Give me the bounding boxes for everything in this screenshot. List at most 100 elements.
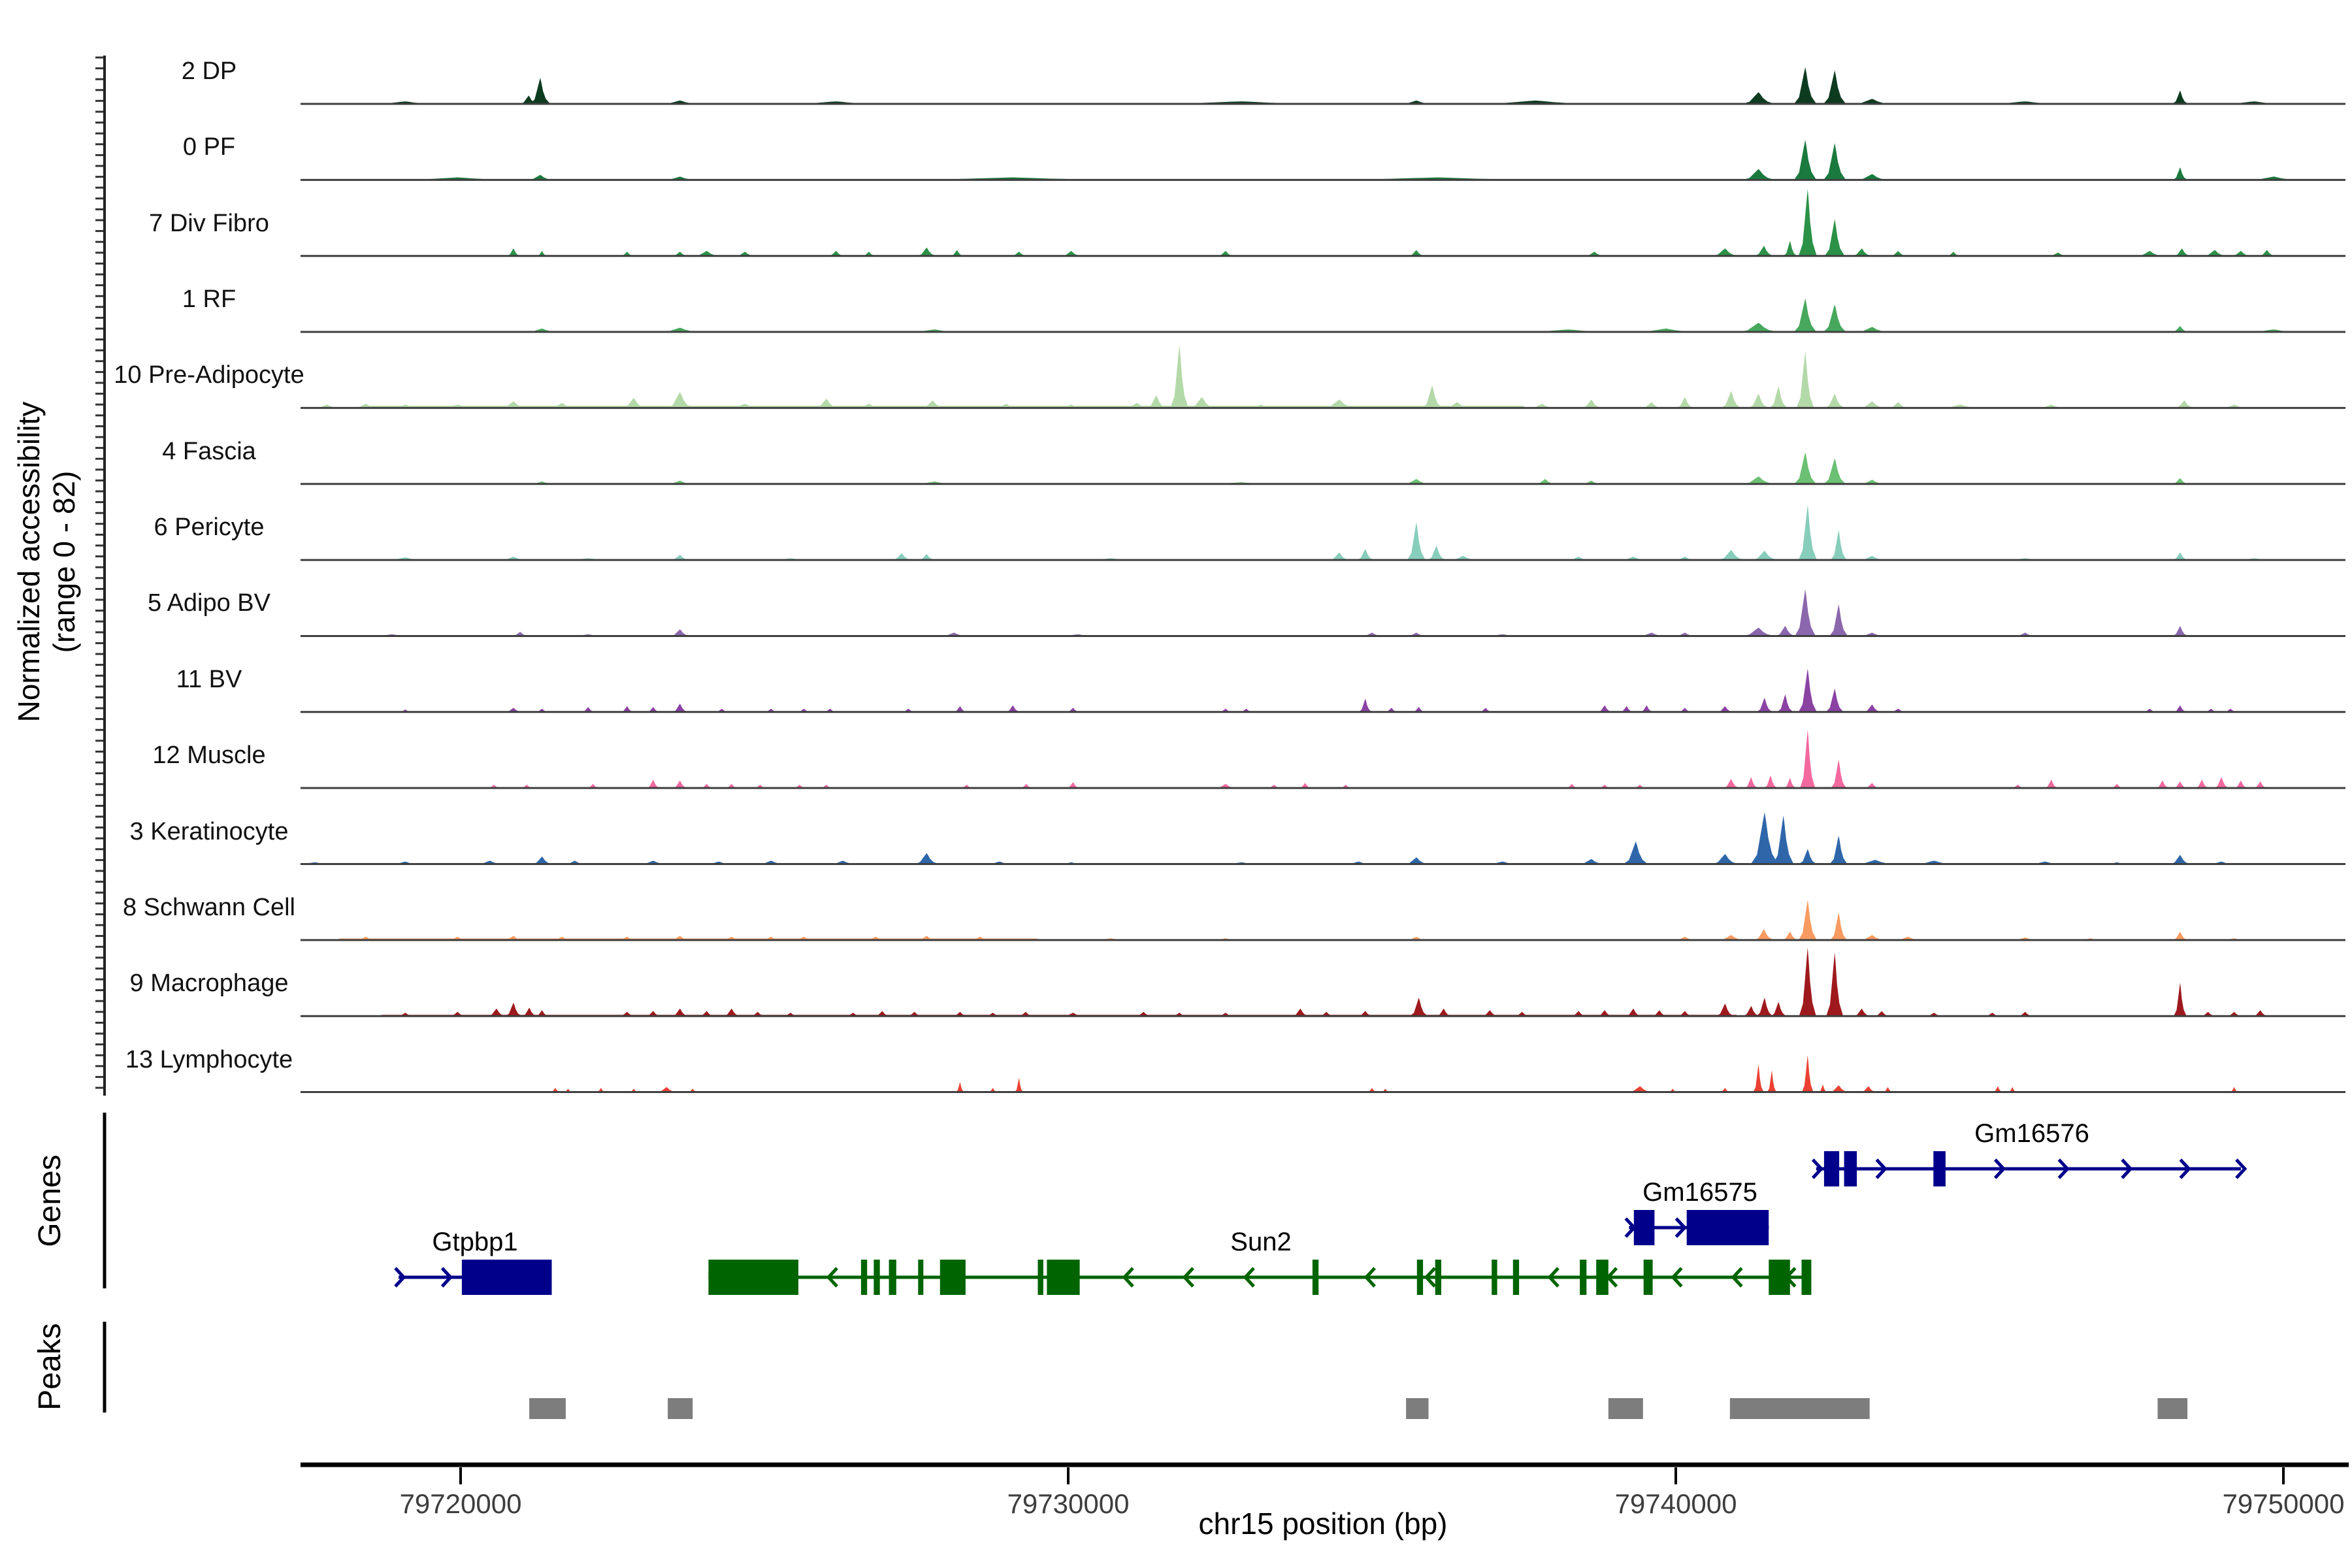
track-signal-12-muscle [487, 729, 2267, 789]
x-axis-title: chr15 position (bp) [1199, 1507, 1448, 1541]
track-10-pre-adipocyte: 10 Pre-Adipocyte [114, 345, 2345, 409]
gene-exon [1037, 1260, 1043, 1295]
track-label-13-lymphocyte: 13 Lymphocyte [125, 1046, 293, 1073]
peaks-section-label: Peaks [33, 1323, 67, 1410]
track-signal-7-div-fibro [506, 189, 2276, 256]
gene-strand-arrow-icon [826, 1267, 838, 1288]
gene-strand-arrow-icon [1811, 1158, 1824, 1179]
gene-exon [1580, 1260, 1587, 1295]
peak-bar [1406, 1398, 1429, 1419]
gene-exon [1801, 1260, 1812, 1295]
gene-exon [1435, 1260, 1441, 1295]
peak-bar [1608, 1398, 1643, 1419]
track-13-lymphocyte: 13 Lymphocyte [125, 1046, 2345, 1094]
track-8-schwann-cell: 8 Schwann Cell [123, 894, 2345, 941]
track-signal-5-adipo-bv [372, 589, 2189, 636]
gene-exon [1643, 1260, 1653, 1295]
gene-strand-arrow-icon [1243, 1267, 1255, 1288]
signal-tracks: 2 DP 0 PF 7 Div Fibro 1 RF 10 Pre-Adipocyte 4… [114, 57, 2345, 1094]
track-7-div-fibro: 7 Div Fibro [149, 189, 2345, 257]
gene-name-label: Sun2 [1230, 1228, 1291, 1256]
peak-bar [2157, 1398, 2188, 1419]
track-signal-0-pf [392, 139, 2300, 180]
track-label-9-macrophage: 9 Macrophage [130, 970, 289, 997]
track-label-2-dp: 2 DP [182, 57, 237, 85]
gene-name-label: Gm16576 [1974, 1119, 2089, 1148]
track-signal-6-pericyte [385, 504, 2274, 561]
track-signal-2-dp [372, 67, 2288, 104]
track-noise-band [369, 406, 1524, 408]
y-axis-label: Normalized accessibility [12, 402, 46, 723]
track-label-4-fascia: 4 Fascia [162, 438, 256, 465]
gene-gm16576: Gm16576 [1811, 1119, 2247, 1186]
track-label-8-schwann-cell: 8 Schwann Cell [123, 894, 295, 921]
track-label-1-rf: 1 RF [182, 286, 236, 313]
track-signal-1-rf [525, 298, 2300, 332]
gene-strand-arrow-icon [2121, 1158, 2133, 1179]
gene-exon [708, 1260, 798, 1295]
gene-exon [1416, 1260, 1424, 1295]
gene-exon [918, 1260, 924, 1295]
y-axis-sublabel: (range 0 - 82) [47, 471, 81, 653]
track-label-11-bv: 11 BV [176, 666, 242, 693]
track-1-rf: 1 RF [182, 286, 2345, 333]
track-4-fascia: 4 Fascia [162, 438, 2345, 485]
peak-bar [668, 1398, 693, 1419]
gene-exon [889, 1260, 896, 1295]
track-6-pericyte: 6 Pericyte [154, 504, 2345, 561]
x-tick-label: 79720000 [400, 1488, 522, 1519]
peak-bar [529, 1398, 566, 1419]
gene-exon [1823, 1151, 1840, 1186]
gene-name-label: Gm16575 [1642, 1178, 1757, 1207]
gene-gm16575: Gm16575 [1624, 1178, 1769, 1245]
gene-strand-arrow-icon [440, 1267, 453, 1288]
gene-exon [1492, 1260, 1497, 1295]
gene-exon [1047, 1260, 1080, 1295]
gene-exon [1769, 1260, 1790, 1295]
gene-exon [461, 1260, 552, 1295]
gene-strand-arrow-icon [2057, 1158, 2070, 1179]
track-signal-13-lymphocyte [550, 1055, 2239, 1092]
track-signal-4-fascia [529, 452, 2189, 484]
track-signal-8-schwann-cell [355, 900, 2247, 940]
gene-strand-arrow-icon [2179, 1158, 2191, 1179]
gene-strand-arrow-icon [394, 1267, 406, 1288]
gene-strand-arrow-icon [1671, 1267, 1683, 1288]
gene-strand-arrow-icon [1674, 1217, 1687, 1238]
gene-strand-arrow-icon [1364, 1267, 1376, 1288]
gene-gtpbp1: Gtpbp1 [394, 1228, 552, 1295]
x-tick-label: 79750000 [2223, 1488, 2345, 1519]
track-signal-10-pre-adipocyte [314, 345, 2247, 408]
gene-strand-arrow-icon [1875, 1158, 1887, 1179]
gene-name-label: Gtpbp1 [432, 1228, 517, 1256]
gene-exon [1312, 1260, 1319, 1295]
track-11-bv: 11 BV [176, 666, 2345, 713]
track-label-12-muscle: 12 Muscle [152, 742, 265, 769]
track-signal-3-keratinocyte [295, 812, 2235, 864]
track-label-6-pericyte: 6 Pericyte [154, 514, 265, 541]
gene-exon [1596, 1260, 1609, 1295]
track-2-dp: 2 DP [182, 57, 2345, 105]
gene-exon [1633, 1210, 1655, 1245]
peak-call-bars [529, 1398, 2188, 1419]
gene-exon [1686, 1210, 1769, 1245]
track-label-0-pf: 0 PF [183, 133, 235, 161]
gene-strand-arrow-icon [1182, 1267, 1194, 1288]
gene-exon [874, 1260, 880, 1295]
gene-exon [860, 1260, 868, 1295]
gene-exon [1933, 1151, 1946, 1186]
y-axis-ticks [95, 56, 105, 1089]
track-signal-11-bv [399, 668, 2238, 712]
gene-models: Gtpbp1 Sun2 Gm16575 Gm16576 [394, 1119, 2247, 1295]
gene-exon [1844, 1151, 1857, 1186]
gene-exon [939, 1260, 966, 1295]
track-3-keratinocyte: 3 Keratinocyte [130, 812, 2345, 865]
gene-strand-arrow-icon [1424, 1267, 1437, 1288]
gene-strand-arrow-icon [1993, 1158, 2006, 1179]
x-tick-label: 79730000 [1007, 1488, 1130, 1519]
track-label-10-pre-adipocyte: 10 Pre-Adipocyte [114, 361, 304, 389]
gene-strand-arrow-icon [1122, 1267, 1134, 1288]
track-label-7-div-fibro: 7 Div Fibro [149, 210, 269, 237]
